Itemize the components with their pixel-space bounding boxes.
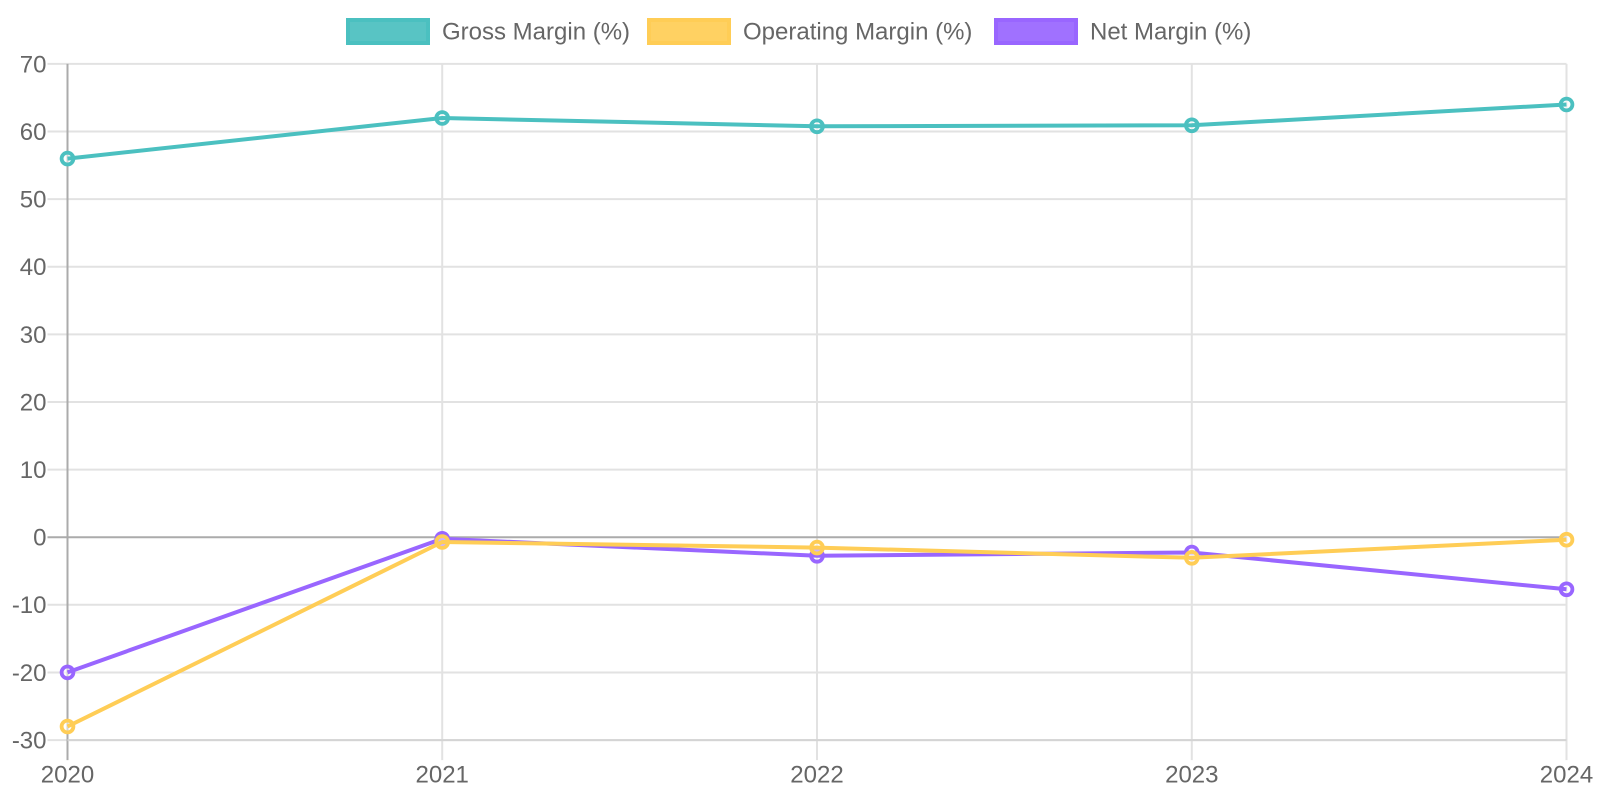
svg-text:40: 40	[20, 254, 47, 281]
svg-text:-30: -30	[12, 728, 47, 755]
svg-text:2021: 2021	[416, 762, 469, 789]
svg-text:2020: 2020	[41, 762, 94, 789]
svg-text:-10: -10	[12, 592, 47, 619]
svg-text:2022: 2022	[790, 762, 843, 789]
svg-text:2024: 2024	[1540, 762, 1593, 789]
svg-text:-20: -20	[12, 660, 47, 687]
svg-text:20: 20	[20, 389, 47, 416]
svg-text:Net Margin (%): Net Margin (%)	[1090, 19, 1251, 46]
svg-text:10: 10	[20, 457, 47, 484]
svg-text:60: 60	[20, 119, 47, 146]
svg-text:30: 30	[20, 322, 47, 349]
svg-text:2023: 2023	[1165, 762, 1218, 789]
svg-text:0: 0	[33, 525, 46, 552]
svg-text:Operating Margin (%): Operating Margin (%)	[743, 19, 972, 46]
svg-text:50: 50	[20, 187, 47, 214]
svg-text:70: 70	[20, 51, 47, 78]
svg-text:Gross Margin (%): Gross Margin (%)	[442, 19, 630, 46]
